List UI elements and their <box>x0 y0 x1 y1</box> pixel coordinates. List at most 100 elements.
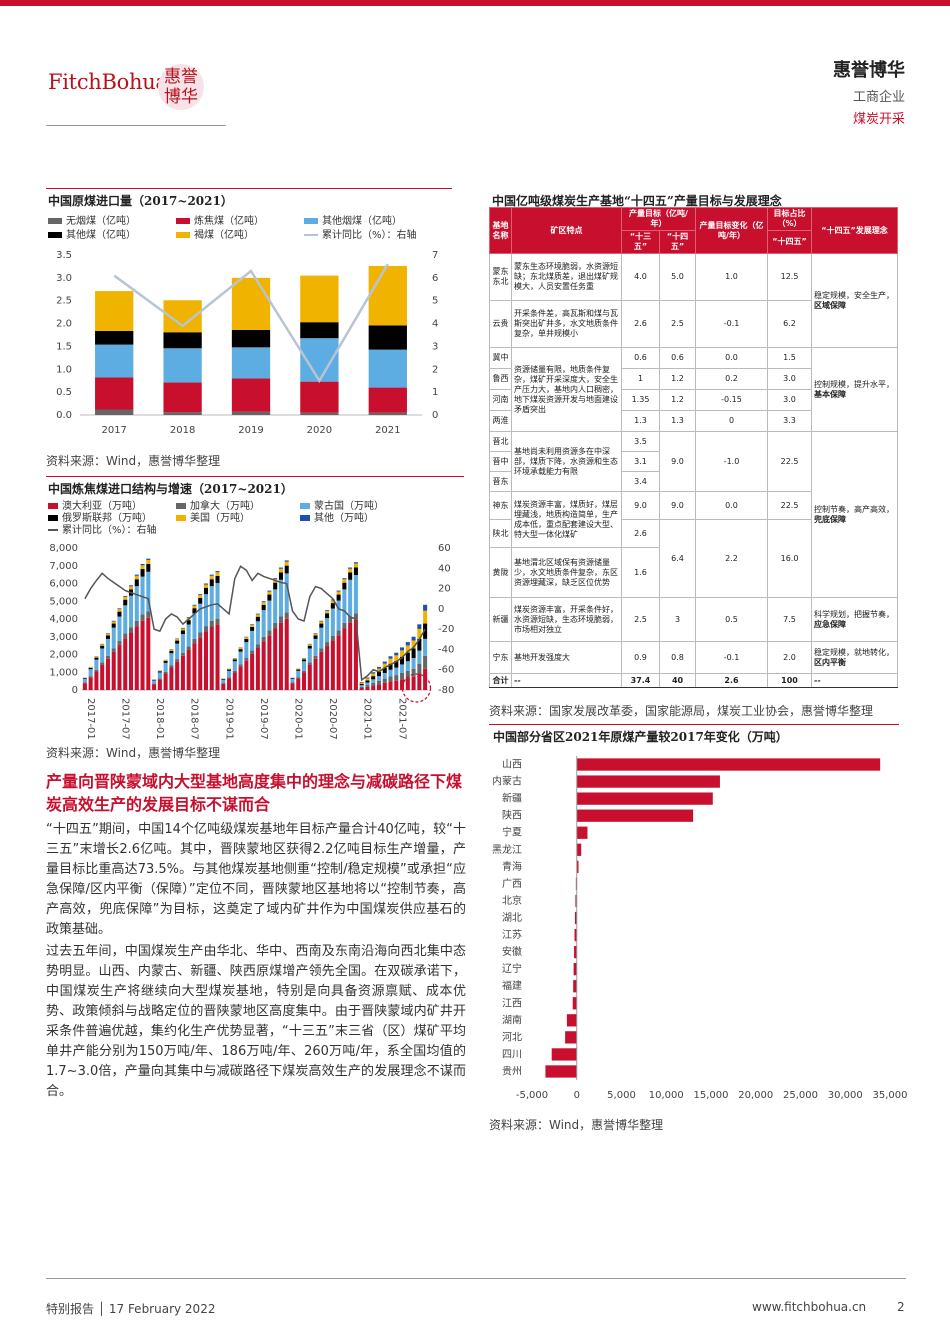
table-source: 资料来源：国家发展改革委，国家能源局，煤炭工业协会，惠誉博华整理 <box>489 704 874 718</box>
bar <box>574 911 577 925</box>
bar-segment <box>376 672 382 677</box>
bar-segment <box>382 672 387 679</box>
table-row: 云贵 开采条件差，高瓦斯和煤与瓦斯突出矿井多，水文地质条件复杂，单井规模小 2.6… <box>489 300 898 348</box>
bar-segment <box>284 618 289 690</box>
bar-segment <box>231 277 271 330</box>
bar-segment <box>296 670 301 678</box>
bar-segment <box>307 648 312 663</box>
y2-tick-label: -40 <box>438 644 454 655</box>
table-cell: 0.5 <box>695 597 769 642</box>
bar-segment <box>313 635 318 639</box>
bar-segment <box>95 409 134 415</box>
th-t145: “十四五” <box>658 230 697 254</box>
bar-segment <box>238 666 243 690</box>
table-cell: 1.3 <box>658 410 697 432</box>
bar-segment <box>244 642 249 659</box>
y2-tick-label: 2 <box>432 364 438 375</box>
bar-segment <box>325 610 330 611</box>
bar-segment <box>319 621 324 624</box>
y2-tick-label: 7 <box>432 250 438 261</box>
legend-item-other-coal: 其他煤（亿吨） <box>48 226 136 241</box>
bar-segment <box>353 563 358 568</box>
x-tick-label: 2017-01 <box>85 698 96 740</box>
concept-4: 科学规划，把握节奏，应急保障 <box>811 597 899 642</box>
table-cell: 0 <box>695 410 769 432</box>
bar-segment <box>313 633 318 636</box>
bar-segment <box>180 627 185 629</box>
bar-segment <box>423 668 428 690</box>
y2-tick-label: 40 <box>438 563 451 574</box>
bar-segment <box>261 602 266 605</box>
table-cell: 22.5 <box>767 491 813 520</box>
x-tick-label: -5,000 <box>516 1090 548 1101</box>
y2-tick-label: 5 <box>432 296 438 307</box>
bar-segment <box>221 679 226 684</box>
bar-segment <box>221 678 226 680</box>
yoy-line <box>84 565 426 682</box>
table-row: 晋中 3.1 <box>489 451 898 472</box>
bar-segment <box>319 627 324 649</box>
bar-segment <box>163 332 202 349</box>
table-cell: 两淮 <box>489 410 512 432</box>
chart3-title: 中国部分省区2021年原煤产量较2017年变化（万吨） <box>493 730 788 744</box>
bar-segment <box>336 635 341 690</box>
bar-segment <box>348 616 353 623</box>
bar-segment <box>203 626 209 632</box>
legend-item-russia: 俄罗斯联邦（万吨） <box>48 509 152 524</box>
concept-2: 控制规模，提升水平，基本保障 <box>811 347 899 432</box>
bar-segment <box>394 655 399 661</box>
table-cell: 河南 <box>489 389 512 411</box>
bar-segment <box>82 683 87 690</box>
bar-segment <box>342 579 347 583</box>
table-cell: 煤炭资源丰富，开采条件好，水资源短缺，生态环境脆弱，市场相对独立 <box>511 597 622 642</box>
footer-website-link[interactable]: www.fitchbohua.cn <box>752 1300 867 1314</box>
bar-segment <box>227 668 232 670</box>
sector-label: 煤炭开采 <box>852 112 905 127</box>
bar-segment <box>300 381 339 413</box>
bar-segment <box>261 636 266 642</box>
table-cell: 2.6 <box>621 300 660 348</box>
bar-segment <box>417 650 422 664</box>
bar-segment <box>394 667 399 676</box>
bar-segment <box>284 565 289 574</box>
bar-segment <box>232 661 237 671</box>
header-right: 惠誉博华 工商企业 煤炭开采 <box>833 56 905 127</box>
th-area: 矿区特点 <box>511 207 622 254</box>
bar-segment <box>267 591 272 595</box>
bar-segment <box>146 559 151 564</box>
x-tick-label: 25,000 <box>783 1090 818 1101</box>
table-cell: 2.2 <box>695 519 769 598</box>
yoy-line <box>113 263 389 384</box>
table-cell: 3.3 <box>767 410 813 432</box>
bar-segment <box>117 611 122 617</box>
bar-segment <box>319 623 324 628</box>
bar-segment <box>175 638 180 640</box>
bar-segment <box>227 669 232 671</box>
article-paragraph-1: “十四五”期间，中国14个亿吨级煤炭基地年目标产量合计40亿吨，较“十三五”末增… <box>46 822 466 937</box>
bar-segment <box>342 589 347 623</box>
bar-segment <box>111 623 116 628</box>
bar-segment <box>359 683 364 686</box>
bar-segment <box>215 624 220 690</box>
y-tick-label: 3.5 <box>56 250 72 261</box>
bar-segment <box>273 578 278 580</box>
table-cell: -- <box>811 673 899 688</box>
bar-segment <box>244 638 249 643</box>
bar-segment <box>169 665 174 668</box>
bar-segment <box>192 605 197 609</box>
table-cell: 40 <box>658 673 697 688</box>
highlight-circle <box>401 673 432 703</box>
legend-item-yoy-line2: 累计同比（%）：右轴 <box>48 521 157 536</box>
x-tick-label: 30,000 <box>828 1090 863 1101</box>
bar <box>576 758 881 771</box>
bar <box>566 1014 577 1027</box>
x-tick-label: 2020-01 <box>292 698 303 740</box>
table-cell: 7.5 <box>767 597 813 642</box>
bar-segment <box>273 582 278 590</box>
bar-segment <box>300 412 339 415</box>
table-cell: 晋东 <box>489 471 512 492</box>
bar-segment <box>152 679 157 681</box>
bar-segment <box>353 619 358 690</box>
bar <box>576 775 720 788</box>
table-cell: 2.6 <box>621 519 660 548</box>
